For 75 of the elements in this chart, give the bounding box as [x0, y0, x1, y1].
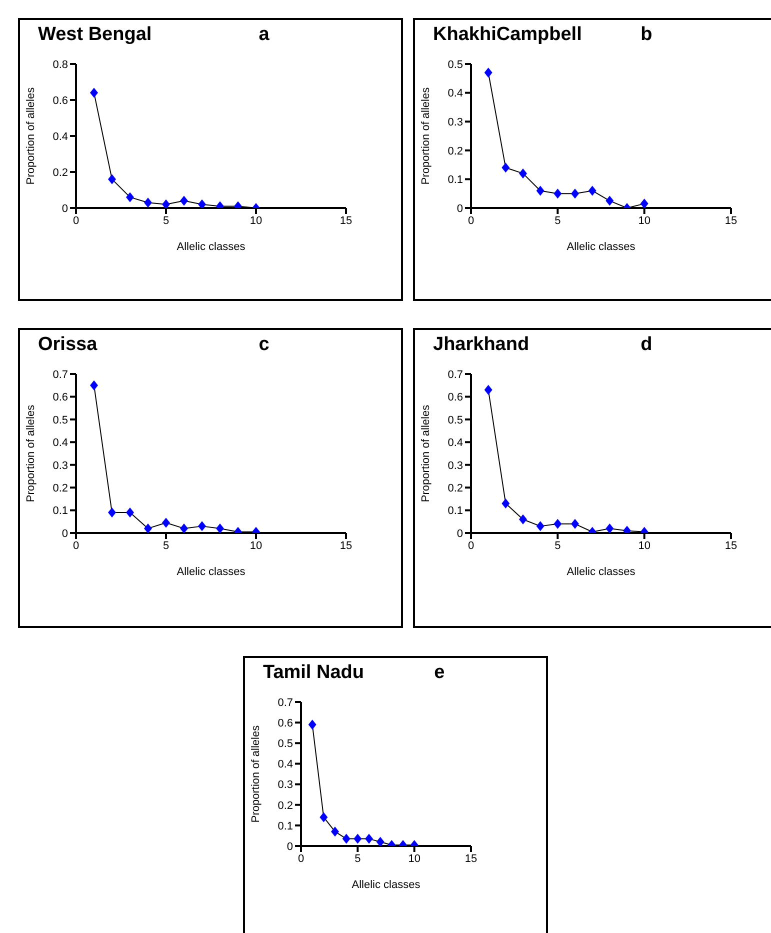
chart-title: West Bengal [38, 24, 152, 46]
y-tick-label: 0.2 [52, 166, 68, 179]
y-tick-label: 0.1 [52, 505, 68, 518]
y-tick-label: 0 [456, 202, 463, 215]
x-tick-label: 5 [162, 540, 170, 552]
x-tick-label: 10 [250, 214, 262, 227]
chart-title: Tamil Nadu [263, 662, 364, 684]
y-tick-label: 0.3 [448, 460, 463, 472]
y-tick-label: 0.6 [52, 392, 68, 404]
y-tick-label: 0.1 [278, 820, 293, 832]
x-axis-title: Allelic classes [176, 241, 246, 253]
y-tick-label: 0.5 [278, 738, 293, 750]
y-tick-label: 0.2 [278, 800, 293, 812]
y-tick-label: 0 [286, 840, 293, 853]
y-axis-title: Proportion of alleles [24, 86, 37, 185]
y-tick-label: 0.7 [448, 368, 463, 381]
x-axis-title: Allelic classes [176, 566, 246, 578]
text: d [640, 334, 652, 356]
x-tick-label: 5 [162, 214, 170, 227]
x-tick-label: 15 [340, 214, 352, 227]
x-tick-label: 5 [354, 852, 361, 865]
text: e [434, 662, 445, 684]
x-tick-label: 0 [298, 852, 304, 865]
chart-title: Jharkhand [433, 334, 530, 356]
y-tick-label: 0.6 [448, 392, 463, 404]
y-tick-label: 0.4 [278, 758, 293, 771]
chart-title: KhakhiCampbell [433, 24, 582, 46]
y-tick-label: 0.4 [448, 88, 463, 100]
y-tick-label: 0.1 [448, 505, 463, 518]
y-tick-label: 0.4 [52, 437, 68, 450]
x-tick-label: 10 [408, 852, 420, 865]
text: b [640, 24, 652, 46]
y-tick-label: 0.7 [52, 368, 68, 381]
y-tick-label: 0 [62, 202, 68, 215]
y-tick-label: 0.5 [448, 414, 463, 426]
x-tick-label: 15 [340, 540, 352, 552]
y-tick-label: 0.2 [448, 145, 463, 158]
y-tick-label: 0.2 [448, 482, 463, 494]
y-tick-label: 0.3 [278, 779, 293, 792]
y-tick-label: 0.6 [278, 717, 293, 730]
y-axis-title: Proportion of alleles [24, 404, 37, 502]
x-tick-label: 0 [72, 214, 80, 227]
y-axis-title: Proportion of alleles [420, 86, 432, 185]
y-tick-label: 0 [62, 528, 68, 540]
y-tick-label: 0.2 [52, 482, 68, 494]
y-tick-label: 0 [456, 528, 463, 540]
x-tick-label: 10 [638, 540, 650, 552]
chart-title: Orissa [38, 334, 98, 356]
x-tick-label: 15 [464, 852, 478, 865]
y-tick-label: 0.7 [278, 696, 293, 709]
y-tick-label: 0.3 [52, 460, 68, 472]
x-tick-label: 10 [250, 540, 262, 552]
y-axis-title: Proportion of alleles [250, 724, 262, 823]
x-axis-title: Allelic classes [566, 566, 636, 578]
x-axis-title: Allelic classes [566, 241, 636, 253]
y-tick-label: 0.4 [52, 130, 68, 143]
y-axis-title: Proportion of alleles [420, 404, 432, 502]
x-tick-label: 5 [554, 540, 561, 552]
text: c [258, 334, 270, 356]
x-axis-title: Allelic classes [352, 879, 421, 891]
x-tick-label: 0 [72, 540, 80, 552]
y-tick-label: 0.3 [448, 116, 463, 129]
y-tick-label: 0.4 [448, 437, 463, 450]
x-tick-label: 5 [554, 214, 561, 227]
x-tick-label: 0 [468, 540, 474, 552]
text: a [258, 24, 270, 46]
y-tick-label: 0.5 [52, 414, 68, 426]
y-tick-label: 0.1 [448, 174, 463, 186]
x-tick-label: 15 [724, 540, 738, 552]
x-tick-label: 0 [468, 214, 474, 227]
x-tick-label: 15 [724, 214, 738, 227]
y-tick-label: 0.8 [52, 58, 68, 71]
x-tick-label: 10 [638, 214, 650, 227]
y-tick-label: 0.6 [52, 94, 68, 107]
y-tick-label: 0.5 [448, 58, 463, 71]
